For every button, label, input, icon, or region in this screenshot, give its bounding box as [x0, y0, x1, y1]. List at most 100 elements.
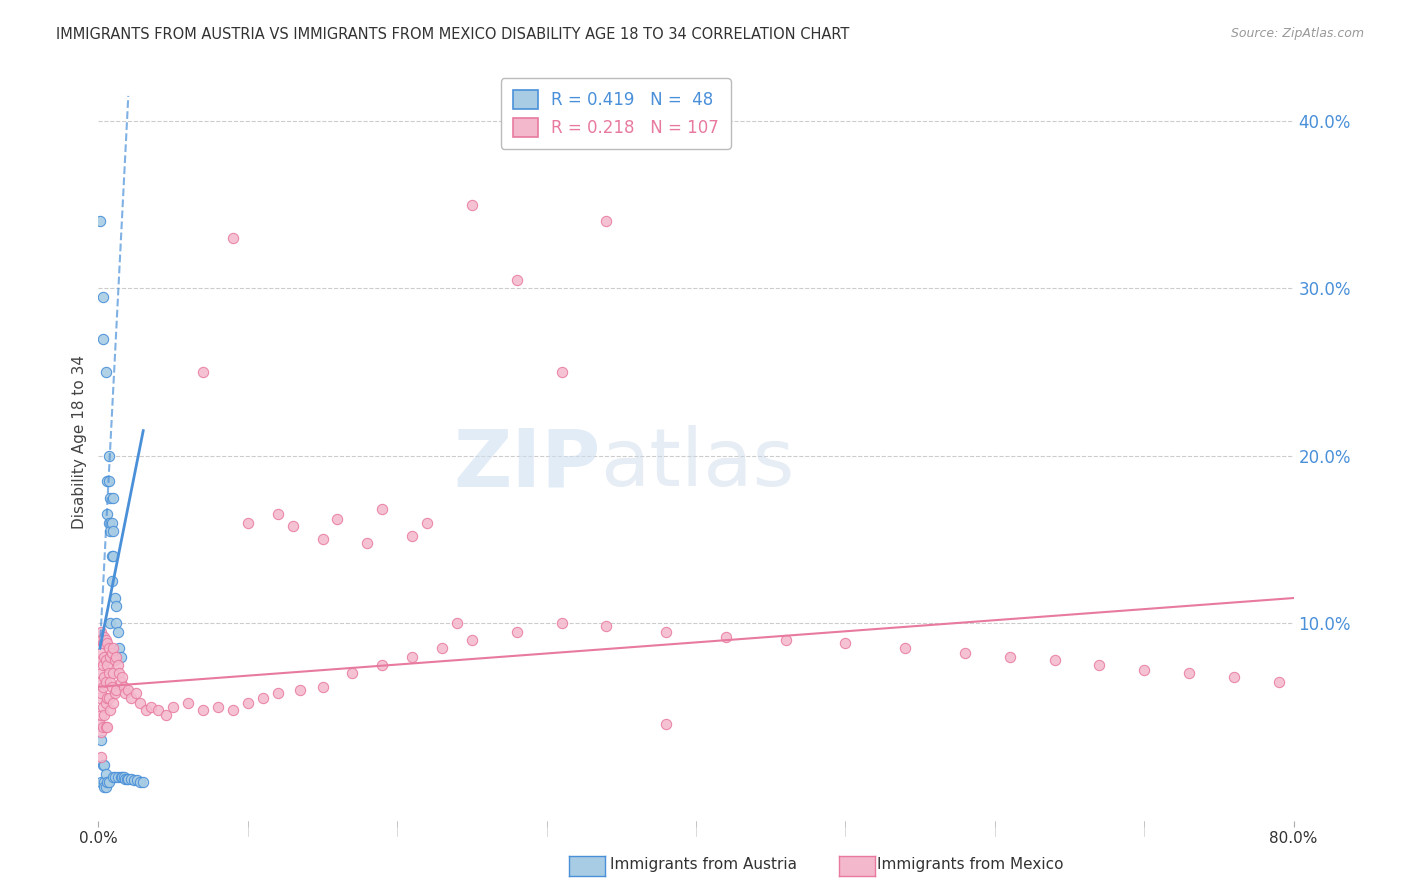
Point — [107, 770, 129, 784]
Point — [311, 680, 333, 694]
Point — [96, 775, 118, 789]
Point — [127, 773, 149, 788]
Point — [252, 691, 274, 706]
Point — [1133, 663, 1156, 677]
Point — [155, 708, 177, 723]
Point — [94, 697, 117, 711]
Point — [89, 632, 111, 647]
Point — [655, 716, 678, 731]
Point — [91, 332, 114, 346]
Point — [98, 649, 122, 664]
Point — [114, 686, 136, 700]
Point — [104, 686, 127, 700]
Point — [93, 758, 115, 772]
Point — [311, 533, 333, 547]
Point — [101, 646, 124, 660]
Point — [105, 616, 128, 631]
Point — [117, 772, 139, 786]
Point — [105, 649, 128, 664]
Point — [107, 624, 129, 639]
Point — [90, 708, 112, 723]
Point — [101, 549, 124, 564]
Point — [1223, 670, 1246, 684]
Point — [416, 516, 439, 530]
Point — [775, 632, 797, 647]
Point — [103, 549, 125, 564]
Point — [89, 214, 111, 228]
Point — [96, 657, 118, 672]
Point — [98, 524, 122, 538]
Point — [401, 649, 423, 664]
Point — [191, 703, 214, 717]
Point — [108, 641, 131, 656]
Point — [96, 474, 118, 488]
Point — [103, 697, 125, 711]
Point — [94, 674, 117, 689]
Point — [91, 657, 114, 672]
Point — [101, 574, 124, 589]
Point — [1178, 666, 1201, 681]
Point — [110, 674, 132, 689]
Point — [98, 674, 122, 689]
Text: Source: ZipAtlas.com: Source: ZipAtlas.com — [1230, 27, 1364, 40]
Point — [191, 365, 214, 379]
Point — [90, 646, 112, 660]
Point — [98, 703, 122, 717]
Point — [1088, 657, 1111, 672]
Text: IMMIGRANTS FROM AUSTRIA VS IMMIGRANTS FROM MEXICO DISABILITY AGE 18 TO 34 CORREL: IMMIGRANTS FROM AUSTRIA VS IMMIGRANTS FR… — [56, 27, 849, 42]
Text: Immigrants from Mexico: Immigrants from Mexico — [877, 857, 1063, 872]
Point — [101, 680, 124, 694]
Point — [655, 624, 678, 639]
Point — [506, 624, 529, 639]
Point — [148, 703, 170, 717]
Point — [461, 632, 484, 647]
Point — [90, 750, 112, 764]
Point — [595, 619, 617, 633]
Point — [90, 725, 112, 739]
Text: ZIP: ZIP — [453, 425, 600, 503]
Point — [461, 197, 484, 211]
Point — [104, 591, 127, 605]
Point — [97, 449, 120, 463]
Point — [93, 780, 115, 794]
Point — [107, 657, 129, 672]
Point — [105, 599, 128, 614]
Point — [714, 630, 737, 644]
Point — [356, 536, 378, 550]
Point — [129, 697, 152, 711]
Point — [371, 502, 394, 516]
Point — [94, 720, 117, 734]
Point — [97, 666, 120, 681]
Point — [103, 666, 125, 681]
Point — [120, 691, 142, 706]
Point — [953, 646, 976, 660]
Point — [90, 775, 112, 789]
Point — [91, 636, 114, 650]
Point — [93, 775, 115, 789]
Point — [98, 491, 122, 505]
Point — [998, 649, 1021, 664]
Point — [105, 683, 128, 698]
Point — [894, 641, 917, 656]
Point — [96, 508, 118, 522]
Legend: R = 0.419   N =  48, R = 0.218   N = 107: R = 0.419 N = 48, R = 0.218 N = 107 — [501, 78, 731, 149]
Point — [162, 699, 184, 714]
Point — [207, 699, 229, 714]
Point — [115, 772, 138, 786]
Point — [96, 636, 118, 650]
Point — [112, 770, 135, 784]
Point — [94, 365, 117, 379]
Point — [90, 733, 112, 747]
Point — [595, 214, 617, 228]
Point — [91, 758, 114, 772]
Point — [446, 616, 468, 631]
Point — [342, 666, 364, 681]
Point — [1043, 653, 1066, 667]
Point — [104, 653, 127, 667]
Point — [281, 519, 304, 533]
Point — [91, 290, 114, 304]
Point — [125, 686, 148, 700]
Point — [129, 775, 152, 789]
Point — [90, 666, 112, 681]
Point — [114, 772, 136, 786]
